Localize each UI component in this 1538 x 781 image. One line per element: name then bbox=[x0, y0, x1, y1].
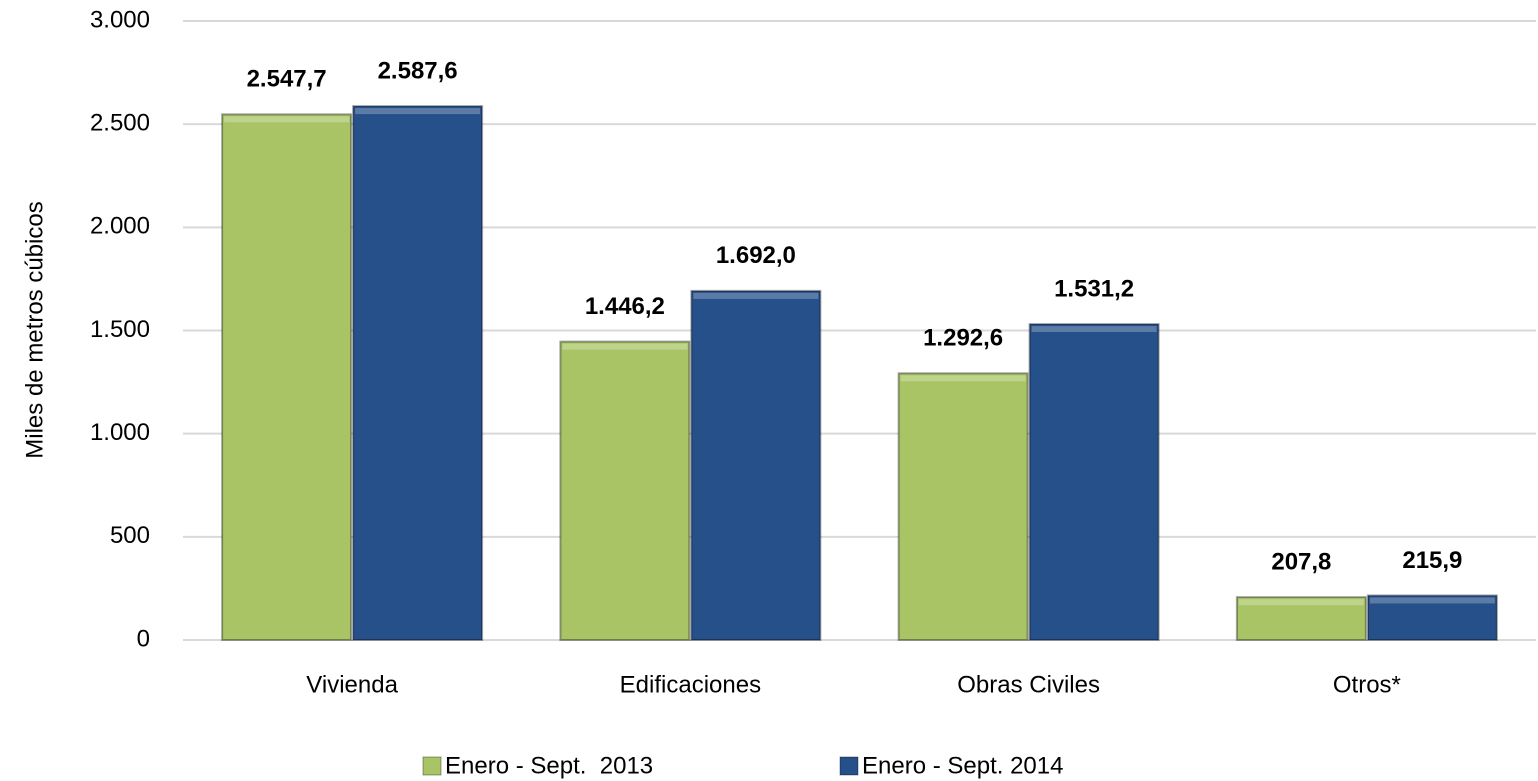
value-label: 1.292,6 bbox=[923, 325, 1003, 352]
bar-highlight bbox=[1238, 599, 1364, 606]
bar-highlight bbox=[562, 343, 688, 350]
bar bbox=[1235, 596, 1367, 642]
x-tick-label: Vivienda bbox=[306, 671, 398, 698]
y-tick-label: 3.000 bbox=[90, 6, 150, 33]
bar-highlight bbox=[900, 375, 1026, 382]
value-label: 1.531,2 bbox=[1054, 275, 1134, 302]
legend-label: Enero - Sept. 2013 bbox=[445, 752, 653, 779]
bar bbox=[1366, 594, 1498, 642]
y-axis-label: Miles de metros cúbicos bbox=[21, 201, 48, 458]
bar bbox=[559, 340, 691, 641]
value-label: 207,8 bbox=[1271, 548, 1331, 575]
bar bbox=[352, 105, 484, 642]
legend-label: Enero - Sept. 2014 bbox=[862, 752, 1063, 779]
value-label: 1.692,0 bbox=[716, 242, 796, 269]
value-label: 2.547,7 bbox=[247, 66, 327, 93]
y-tick-label: 2.500 bbox=[90, 110, 150, 137]
y-tick-label: 0 bbox=[137, 625, 150, 652]
legend-swatch bbox=[839, 756, 859, 776]
value-label: 215,9 bbox=[1402, 547, 1462, 574]
bar-highlight bbox=[355, 108, 481, 115]
y-tick-label: 1.000 bbox=[90, 419, 150, 446]
value-label: 2.587,6 bbox=[378, 57, 458, 84]
bar-highlight bbox=[1031, 326, 1157, 333]
legend-swatch bbox=[422, 756, 442, 776]
bar-highlight bbox=[1369, 597, 1495, 604]
x-tick-label: Obras Civiles bbox=[957, 671, 1100, 698]
y-tick-label: 1.500 bbox=[90, 316, 150, 343]
bar-highlight bbox=[224, 116, 350, 123]
bar bbox=[1028, 323, 1160, 641]
y-tick-label: 500 bbox=[110, 522, 150, 549]
bar-highlight bbox=[693, 292, 819, 299]
bar bbox=[897, 372, 1029, 641]
bar bbox=[690, 289, 822, 641]
bar bbox=[221, 113, 353, 641]
y-tick-label: 2.000 bbox=[90, 213, 150, 240]
value-label: 1.446,2 bbox=[585, 293, 665, 320]
x-tick-label: Otros* bbox=[1333, 671, 1401, 698]
x-tick-label: Edificaciones bbox=[620, 671, 761, 698]
